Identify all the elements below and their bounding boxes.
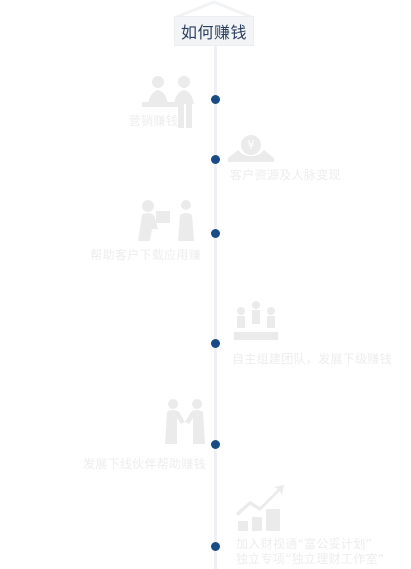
title-box: 如何赚钱 xyxy=(174,16,254,46)
timeline-item-label: 帮助客户下载应用赚 xyxy=(90,248,201,262)
timeline-dot xyxy=(211,229,220,238)
timeline-axis xyxy=(214,46,217,569)
svg-text:¥: ¥ xyxy=(247,138,255,152)
handshake-icon xyxy=(162,398,208,446)
timeline-item-label-line: 独立专项“独立理财工作室” xyxy=(236,552,385,566)
timeline-item-label-line: 加入财视通“富公妥计划” xyxy=(236,537,373,551)
growth-chart-icon xyxy=(234,483,288,533)
delivery-icon xyxy=(136,199,196,243)
timeline-item-label: 营销赚钱 xyxy=(128,114,178,128)
timeline-dot xyxy=(211,339,220,348)
timeline-dot xyxy=(211,155,220,164)
timeline-item-label: 加入财视通“富公妥计划” 独立专项“独立理财工作室” xyxy=(236,537,411,567)
timeline-dot xyxy=(211,95,220,104)
coin-hands-icon: ¥ xyxy=(228,134,274,162)
timeline-item-label: 发展下线伙伴帮助赚钱 xyxy=(82,457,206,471)
page-title: 如何赚钱 xyxy=(180,23,247,42)
team-podium-icon xyxy=(232,300,280,342)
timeline-dot xyxy=(211,440,220,449)
timeline-item-label: 自主组建团队，发展下级赚钱 xyxy=(232,352,392,366)
timeline-dot xyxy=(211,542,220,551)
meeting-icon xyxy=(140,74,198,130)
timeline-item-label: 客户资源及人脉变现 xyxy=(230,168,341,182)
roof-icon xyxy=(173,0,255,20)
